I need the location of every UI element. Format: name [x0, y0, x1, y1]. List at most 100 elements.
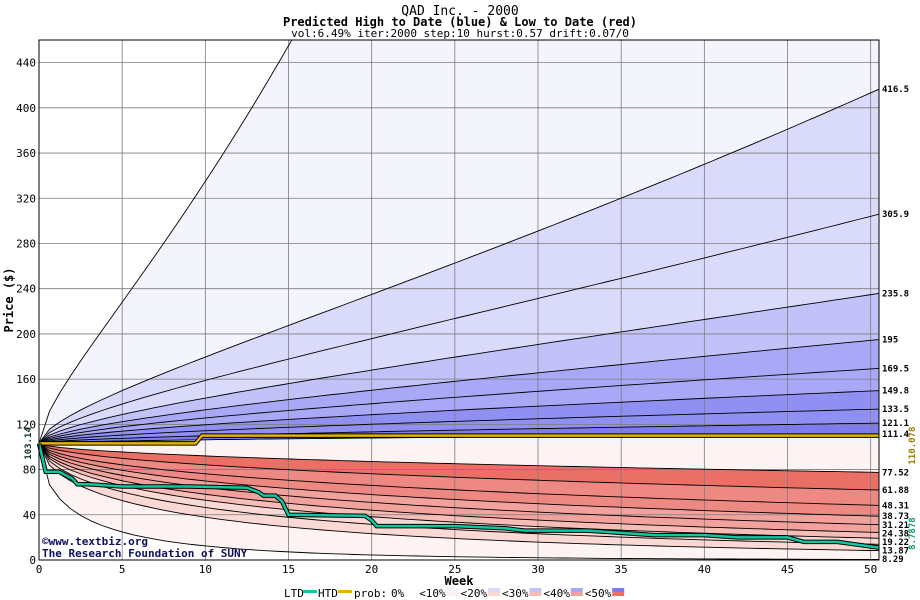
y-tick-label: 200 — [16, 328, 36, 341]
level-label: 19.22 — [882, 538, 909, 548]
y-tick-label: 320 — [16, 192, 36, 205]
level-line — [39, 390, 879, 444]
level-line — [39, 443, 879, 533]
high-band — [39, 293, 879, 444]
legend-bin-swatch-low — [570, 592, 583, 596]
high-band — [39, 89, 879, 444]
level-line — [39, 367, 879, 444]
level-label: 149.8 — [882, 387, 909, 397]
level-line — [39, 40, 293, 444]
level-label: 38.73 — [882, 512, 909, 522]
credit-site: ©www.textbiz.org — [42, 535, 148, 548]
level-label: 121.1 — [882, 419, 909, 429]
level-line — [39, 339, 879, 444]
level-label: 305.9 — [882, 210, 909, 220]
high-band — [39, 40, 879, 444]
low-band — [39, 443, 879, 539]
htd-line — [39, 434, 879, 445]
x-tick-label: 10 — [199, 563, 212, 576]
level-label: 133.5 — [882, 405, 909, 415]
level-line — [39, 442, 879, 491]
y-tick-label: 400 — [16, 102, 36, 115]
x-tick-label: 15 — [282, 563, 295, 576]
y-tick-label: 280 — [16, 237, 36, 250]
level-line — [39, 443, 879, 539]
level-label: 77.52 — [882, 468, 909, 478]
level-label: 31.21 — [882, 521, 909, 531]
y-tick-label: 440 — [16, 57, 36, 70]
y-axis-title: Price ($) — [2, 267, 16, 332]
level-label: 169.5 — [882, 364, 909, 374]
high-band — [39, 214, 879, 444]
y-axis-ticks: 0 40 80 120 160 200 240 280 320 360 400 440 — [16, 57, 36, 567]
x-tick-label: 40 — [698, 563, 711, 576]
legend-bin-label: <20% — [461, 587, 488, 600]
legend-bin-swatch-high — [446, 588, 459, 592]
legend-htd-label: HTD — [318, 587, 338, 600]
legend-bin-swatch-low — [612, 592, 625, 596]
level-label: 111.4 — [882, 430, 910, 440]
grid-lines — [39, 40, 879, 560]
legend-bin-swatch-high — [488, 588, 500, 592]
low-band — [39, 443, 879, 506]
level-labels: 416.5 305.9 235.8 195 169.5 149.8 133.5 121.111… — [882, 85, 910, 565]
legend-bin-label: <30% — [502, 587, 529, 600]
y-tick-label: 120 — [16, 418, 36, 431]
x-tick-label: 35 — [615, 563, 628, 576]
credit-org: The Research Foundation of SUNY — [42, 547, 248, 560]
level-label: 61.88 — [882, 486, 909, 496]
high-band — [39, 339, 879, 444]
legend-bin-swatch-high — [570, 588, 583, 592]
low-band — [39, 443, 879, 560]
low-band — [39, 443, 879, 490]
legend-bin-swatch-low — [405, 592, 418, 596]
level-line — [39, 88, 879, 444]
level-label: 416.5 — [882, 85, 909, 95]
chart-title: QAD Inc. - 2000 — [401, 4, 518, 19]
low-band — [39, 443, 879, 517]
level-line — [39, 422, 879, 444]
start-price-label: 103.14 — [24, 427, 34, 460]
high-band — [39, 390, 879, 444]
legend: LTD HTD prob: 0% <10% <20% <30% <40% <50% — [284, 587, 625, 600]
legend-prob-label: prob: — [354, 587, 387, 600]
probability-bands — [39, 40, 879, 560]
y-tick-label: 80 — [23, 464, 36, 477]
x-tick-label: 5 — [119, 563, 126, 576]
level-line — [39, 443, 879, 560]
level-label: 13.87 — [882, 547, 909, 557]
low-band — [39, 443, 879, 473]
level-line — [39, 408, 879, 444]
legend-ltd-swatch — [303, 590, 317, 593]
y-tick-label: 40 — [23, 509, 36, 522]
level-lines — [39, 40, 879, 560]
y-tick-label: 240 — [16, 283, 36, 296]
legend-bin-swatch-high — [612, 588, 625, 592]
x-tick-label: 20 — [365, 563, 378, 576]
plot-frame — [38, 39, 880, 561]
y-tick-label: 160 — [16, 373, 36, 386]
ltd-current-label: 8.7878 — [908, 517, 918, 550]
level-label: 195 — [882, 336, 898, 346]
level-label: 235.8 — [882, 289, 909, 299]
legend-bin-swatch-low — [529, 592, 542, 596]
low-band — [39, 443, 879, 525]
high-band — [39, 423, 879, 444]
x-tick-label: 25 — [448, 563, 461, 576]
y-tick-label: 0 — [29, 554, 36, 567]
chart-subtitle: Predicted High to Date (blue) & Low to D… — [283, 15, 637, 29]
x-tick-label: 0 — [36, 563, 43, 576]
legend-bin-label: <40% — [543, 587, 570, 600]
legend-bin-label: 0% — [391, 587, 405, 600]
high-band — [39, 409, 879, 444]
x-axis-title: Week — [445, 574, 475, 588]
high-band — [39, 368, 879, 444]
level-line — [39, 443, 879, 506]
level-label: 8.29 — [882, 555, 904, 565]
legend-bin-label: <50% — [585, 587, 612, 600]
level-line — [39, 213, 879, 444]
legend-bin-swatch-high — [529, 588, 542, 592]
legend-bin-label: <10% — [419, 587, 446, 600]
htd-current-label: 110.078 — [908, 427, 918, 465]
